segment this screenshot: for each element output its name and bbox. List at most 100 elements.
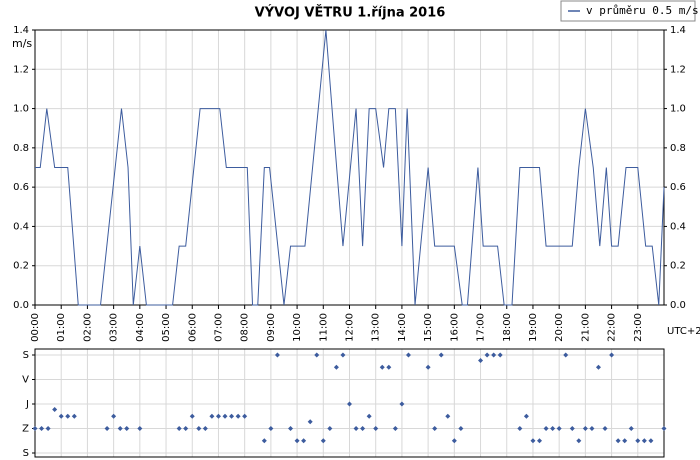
point (32, 426, 38, 431)
y-tick-label: 1.2 (670, 64, 686, 75)
point (124, 426, 130, 431)
point (52, 406, 58, 412)
y-tick-label: J (25, 399, 29, 410)
y-tick-label: S (23, 350, 29, 361)
point (425, 364, 431, 370)
x-tick-label: 03:00 (109, 313, 120, 342)
x-tick-label: 19:00 (528, 313, 539, 342)
x-tick-label: 22:00 (607, 313, 618, 342)
point (176, 426, 182, 431)
point (45, 426, 51, 431)
x-tick-label: 04:00 (135, 313, 146, 342)
point (399, 401, 405, 407)
y-tick-label: 0.0 (13, 300, 29, 311)
x-tick-label: 01:00 (56, 313, 67, 342)
point (537, 438, 543, 444)
point (215, 413, 221, 419)
point (314, 352, 320, 358)
point (523, 413, 529, 419)
y-tick-label: S (23, 448, 29, 459)
point (445, 413, 451, 419)
x-tick-label: 14:00 (397, 313, 408, 342)
point (609, 352, 615, 358)
point (432, 426, 438, 431)
x-tick-label: 15:00 (423, 313, 434, 342)
point (209, 413, 215, 419)
y-axis-label: m/s (12, 37, 32, 50)
point (373, 426, 379, 431)
point (242, 413, 248, 419)
point (183, 426, 189, 431)
y-tick-label: 0.4 (13, 221, 29, 232)
legend-box (560, 0, 696, 22)
x-tick-label: 02:00 (82, 313, 93, 342)
legend-label: v průměru 0.5 m/s (586, 4, 699, 17)
x-tick-label: 16:00 (449, 313, 460, 342)
point (405, 352, 411, 358)
point (556, 426, 562, 431)
point (517, 426, 523, 431)
point (458, 426, 464, 431)
point (648, 438, 654, 444)
y-tick-label: 0.6 (670, 182, 686, 193)
x-tick-label: 10:00 (292, 313, 303, 342)
point (229, 413, 235, 419)
point (379, 364, 385, 370)
point (117, 426, 123, 431)
y-tick-label: 1.2 (13, 64, 29, 75)
point (661, 426, 667, 431)
y-tick-label: 0.8 (670, 143, 686, 154)
point (366, 413, 372, 419)
x-tick-label: 21:00 (580, 313, 591, 342)
x-tick-label: 06:00 (187, 313, 198, 342)
y-tick-label: 1.4 (670, 25, 686, 36)
point (261, 438, 267, 444)
x-tick-label: 09:00 (266, 313, 277, 342)
point (347, 401, 352, 407)
point (268, 426, 274, 431)
point (294, 438, 300, 444)
chart-title: VÝVOJ VĚTRU 1.října 2016 (255, 5, 446, 21)
x-tick-label: 17:00 (476, 313, 487, 342)
point (39, 426, 45, 431)
point (386, 364, 392, 370)
point (491, 352, 497, 358)
point (274, 352, 280, 358)
legend: v průměru 0.5 m/s (560, 0, 699, 22)
x-tick-label: 08:00 (240, 313, 251, 342)
point (104, 426, 110, 431)
point (111, 413, 117, 419)
point (576, 438, 582, 444)
x-tick-label: 18:00 (502, 313, 513, 342)
point (530, 438, 536, 444)
x-tick-label: 11:00 (318, 313, 329, 342)
y-tick-label: 0.2 (670, 261, 686, 272)
point (137, 426, 143, 431)
point (635, 438, 641, 444)
x-tick-label: 13:00 (371, 313, 382, 342)
point (602, 426, 608, 431)
point (71, 413, 77, 419)
point (438, 352, 444, 358)
x-tick-label: 12:00 (345, 313, 356, 342)
y-tick-label: V (22, 375, 29, 386)
point (622, 438, 628, 444)
point (582, 426, 588, 431)
y-tick-label: 0.0 (670, 300, 686, 311)
point (628, 426, 634, 431)
point (340, 352, 346, 358)
point (550, 426, 556, 431)
x-tick-label: 07:00 (213, 313, 224, 342)
y-tick-label: 1.0 (13, 104, 29, 115)
point (196, 426, 202, 431)
point (327, 426, 333, 431)
point (58, 413, 64, 419)
point (641, 438, 647, 444)
point (563, 352, 569, 358)
point (65, 413, 71, 419)
point (478, 357, 484, 363)
point (360, 426, 366, 431)
point (497, 352, 503, 358)
point (307, 419, 313, 425)
